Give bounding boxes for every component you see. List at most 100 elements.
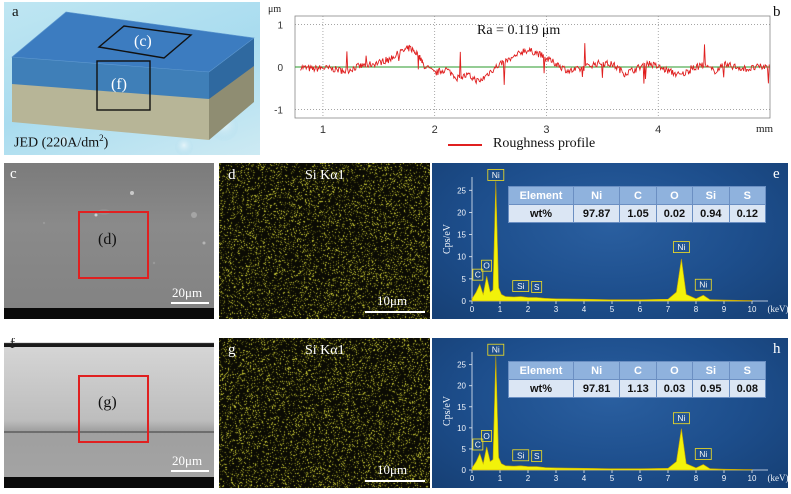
table-cell: 97.87 [572,204,621,223]
table-cell: C [619,361,657,380]
x-tick-label: 0 [470,474,475,483]
schematic-block [11,11,255,155]
panel-letter: d [228,167,236,183]
panel-a-schematic: a (c) (f) JED (220A/dm2) [4,2,260,155]
region-box-c [97,25,193,59]
panel-e-eds-spectrum: 0 5 10 15 20 25 0 1 2 3 4 5 6 7 8 9 10 Cps/eV (keV) C O Ni Si S… [432,163,788,319]
x-tick-label: 7 [666,474,671,483]
region-box-f [96,60,151,111]
table-cell: Ni [572,361,621,380]
peak-label: Ni [492,170,500,180]
table-cell: Si [692,186,730,205]
x-tick-label: 4 [582,474,587,483]
panel-letter: g [228,342,236,358]
scale-bar [365,311,425,313]
x-tick-label: 3 [554,474,559,483]
peak-label-box [472,268,484,281]
table-cell: 0.12 [728,204,767,223]
legend-label: Roughness profile [493,136,596,151]
x-tick-label: 8 [694,474,699,483]
peak-label: Ni [699,280,707,290]
panel-letter: b [773,4,781,20]
peak-label-box [487,169,505,181]
box-f-label: (f) [111,76,127,93]
box-c-label: (c) [134,33,152,50]
region-box-d [78,211,149,279]
y-tick-label: 10 [457,424,466,433]
peak-label-box [512,280,530,292]
x-tick-label: 5 [610,474,615,483]
table-cell: O [655,361,694,380]
panel-h-eds-spectrum: 0 5 10 15 20 25 0 1 2 3 4 5 6 7 8 9 10 Cps/eV (keV) C O Ni Si S… [432,338,788,488]
x-tick-label: 10 [748,474,757,483]
table-cell: 0.08 [728,379,767,398]
peak-label: Ni [677,242,685,252]
spectrum-area [471,356,753,471]
panel-letter: c [10,166,17,182]
x-tick-label: 2 [526,474,531,483]
x-tick-label: 2 [432,124,438,136]
table-cell: Element [508,361,574,380]
peak-label-box [531,281,543,293]
x-tick-label: 9 [722,474,727,483]
panel-d-eds-map: d Si Kα1 10μm [219,163,430,319]
spectrum-area [471,181,753,302]
substrate-side [209,64,254,140]
x-tick-label: 6 [638,305,643,314]
x-tick-label: 9 [722,305,727,314]
y-tick-label: 15 [457,403,466,412]
y-unit: μm [268,4,282,15]
peak-label: Ni [492,345,500,355]
peak-label: Si [517,281,525,291]
peak-label: S [534,451,540,461]
x-tick-label: 4 [582,305,587,314]
peak-label: Ni [677,413,685,423]
composition-table: Element Ni C O Si S wt% 97.81 1.13 0.03 … [508,361,767,398]
y-tick-label: 20 [457,208,466,217]
peak-label: O [483,261,490,271]
peak-label-box [512,449,530,462]
peak-label: C [475,270,481,280]
peak-label-box [694,278,712,291]
region-box-g [78,375,149,443]
table-cell: wt% [508,379,574,398]
table-cell: 1.13 [619,379,657,398]
peak-label-box [694,448,712,460]
table-row: wt% 97.87 1.05 0.02 0.94 0.12 [508,204,767,223]
sem-info-bar [4,308,214,319]
y-tick-label: 20 [457,382,466,391]
scale-label: 10μm [377,293,408,308]
peak-label-box [673,412,690,425]
x-tick-label: 8 [694,305,699,314]
y-tick-label: 25 [457,186,466,195]
interface-line [4,431,214,433]
sem-texture [42,191,206,265]
legend-swatch [448,144,482,146]
table-cell: S [728,186,767,205]
x-tick-label: 1 [320,124,326,136]
y-tick-label: 15 [457,231,466,240]
table-cell: O [655,186,694,205]
peak-label-box [481,259,492,272]
table-cell: 0.94 [692,204,730,223]
table-cell: Ni [572,186,621,205]
peak-label-box [487,343,505,356]
coating-top [12,12,254,72]
table-cell: 97.81 [572,379,621,398]
element-map [219,163,430,319]
composition-table: Element Ni C O Si S wt% 97.87 1.05 0.02 … [508,186,767,223]
table-cell: 1.05 [619,204,657,223]
roughness-line [300,43,770,85]
box-g-label: (g) [98,394,117,411]
panel-letter: f [10,338,15,352]
peak-label: Ni [699,449,707,459]
x-axis-label: (keV) [768,304,789,314]
table-header-row: Element Ni C O Si S [508,361,767,380]
sem-info-bar [4,477,214,488]
table-cell: Element [508,186,574,205]
panel-letter: a [12,4,19,20]
x-tick-label: 10 [748,305,757,314]
x-tick-label: 4 [655,124,661,136]
table-cell: C [619,186,657,205]
